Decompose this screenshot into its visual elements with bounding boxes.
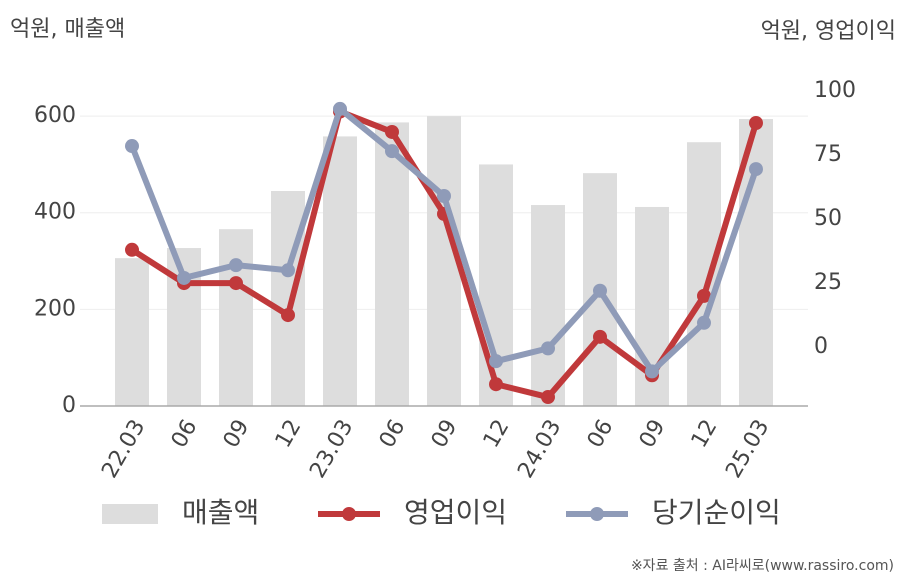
marker <box>541 341 555 356</box>
marker <box>489 377 503 392</box>
marker <box>333 101 347 116</box>
y-tick-label: 400 <box>34 200 76 225</box>
marker <box>385 124 399 139</box>
y2-tick-label: 0 <box>814 334 828 359</box>
marker <box>229 258 243 273</box>
bar <box>479 164 513 406</box>
marker <box>749 162 763 177</box>
bar <box>271 191 305 406</box>
y-axis-label: 억원, 매출액 <box>10 17 125 42</box>
marker <box>593 283 607 298</box>
legend-marker <box>342 507 356 521</box>
bar <box>375 122 409 406</box>
bar <box>115 258 149 406</box>
x-tick-label: 06 <box>167 416 203 453</box>
y2-axis-label: 억원, 영업이익 <box>761 19 896 44</box>
y2-tick-label: 75 <box>814 142 842 167</box>
x-tick-label: 25.03 <box>721 416 774 483</box>
x-tick-label: 12 <box>479 416 515 453</box>
x-tick-label: 24.03 <box>513 416 566 483</box>
x-tick-label: 09 <box>427 416 463 453</box>
marker <box>541 390 555 405</box>
marker <box>489 354 503 369</box>
marker <box>385 144 399 159</box>
y-tick-label: 200 <box>34 296 76 321</box>
x-tick-label: 09 <box>219 416 255 453</box>
legend-label: 영업이익 <box>404 496 507 529</box>
x-tick-label: 22.03 <box>97 416 150 483</box>
bar <box>687 142 721 406</box>
x-tick-label: 09 <box>635 416 671 453</box>
bar <box>219 229 253 406</box>
legend-label: 당기순이익 <box>652 496 781 529</box>
marker <box>177 270 191 285</box>
x-tick-label: 12 <box>271 416 307 453</box>
marker <box>125 139 139 154</box>
marker <box>697 288 711 303</box>
marker <box>645 364 659 379</box>
legend-label: 매출액 <box>182 496 259 529</box>
source: ※자료 출처 : AI라씨로(www.rassiro.com) <box>631 558 894 574</box>
bar <box>323 136 357 406</box>
marker <box>125 242 139 257</box>
bar <box>531 205 565 406</box>
legend-swatch <box>102 504 158 524</box>
marker <box>281 263 295 278</box>
x-tick-label: 12 <box>687 416 723 453</box>
y2-tick-label: 50 <box>814 206 842 231</box>
y2-tick-label: 100 <box>814 78 856 103</box>
x-tick-label: 23.03 <box>305 416 358 483</box>
y2-tick-label: 25 <box>814 270 842 295</box>
marker <box>697 315 711 330</box>
marker <box>749 116 763 131</box>
legend-marker <box>590 507 604 521</box>
marker <box>229 276 243 291</box>
marker <box>281 308 295 323</box>
x-tick-label: 06 <box>583 416 619 453</box>
y-tick-label: 0 <box>62 393 76 418</box>
y-tick-label: 600 <box>34 103 76 128</box>
x-tick-label: 06 <box>375 416 411 453</box>
marker <box>593 329 607 344</box>
marker <box>437 189 451 203</box>
